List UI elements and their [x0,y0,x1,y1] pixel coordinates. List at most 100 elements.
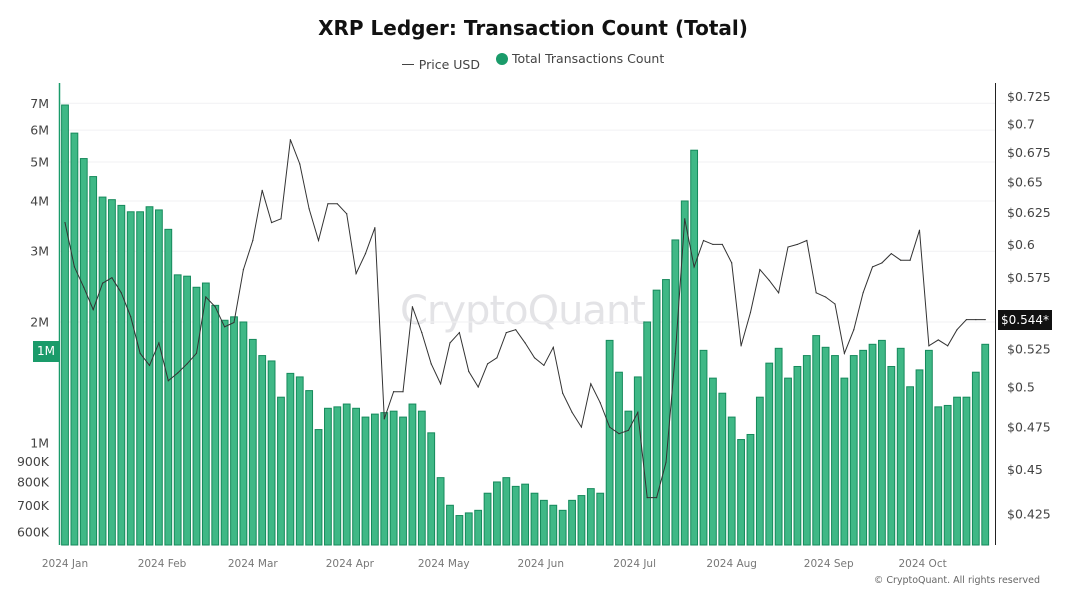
transaction-bar[interactable] [943,404,952,546]
transaction-bar[interactable] [286,372,295,546]
transaction-bar[interactable] [502,477,511,546]
transaction-bar[interactable] [136,211,145,546]
transaction-bar[interactable] [652,289,661,546]
transaction-bar[interactable] [361,416,370,546]
transaction-bar[interactable] [737,439,745,546]
transaction-bar[interactable] [277,396,285,546]
transaction-bar[interactable] [446,504,454,546]
transaction-bar[interactable] [70,132,79,546]
transaction-bar[interactable] [464,512,473,546]
transaction-bar[interactable] [765,362,774,546]
transaction-bar[interactable] [352,407,360,546]
transaction-bar[interactable] [436,477,445,546]
transaction-bar[interactable] [145,206,154,546]
transaction-bar[interactable] [493,481,501,546]
transaction-bar[interactable] [173,274,182,546]
transaction-bar[interactable] [915,369,924,546]
transaction-bar[interactable] [427,432,436,546]
transaction-bar[interactable] [342,403,351,546]
transaction-bar[interactable] [709,377,717,546]
transaction-bar[interactable] [680,200,689,546]
transaction-bar[interactable] [117,204,126,546]
transaction-bar[interactable] [108,199,116,546]
transaction-bar[interactable] [821,346,830,546]
transaction-bar[interactable] [868,343,877,546]
transaction-bar[interactable] [79,158,88,546]
transaction-bar[interactable] [878,339,886,546]
transaction-bar[interactable] [934,406,943,546]
transaction-bar[interactable] [633,376,642,546]
transaction-bar[interactable] [549,504,558,546]
transaction-bar[interactable] [558,509,567,546]
transaction-bar[interactable] [183,275,191,546]
transaction-bar[interactable] [511,485,520,546]
transaction-bar[interactable] [248,338,257,546]
transaction-bar[interactable] [305,390,314,546]
transaction-bar[interactable] [718,392,727,546]
transaction-bar[interactable] [774,347,783,546]
transaction-bar[interactable] [530,492,539,546]
transaction-bar[interactable] [474,509,483,546]
transaction-bar[interactable] [98,196,107,546]
transaction-bar[interactable] [258,355,267,546]
transaction-bar[interactable] [230,316,238,546]
transaction-bar[interactable] [295,376,304,546]
transaction-bar[interactable] [577,495,586,546]
transaction-bar[interactable] [521,483,530,546]
transaction-bar[interactable] [333,406,342,546]
transaction-bar[interactable] [887,365,896,546]
transaction-bar[interactable] [586,488,595,546]
transaction-bar[interactable] [314,429,323,546]
transaction-bar[interactable] [971,371,980,546]
transaction-bar[interactable] [981,343,990,546]
transaction-bar[interactable] [859,349,868,546]
transaction-bar[interactable] [727,416,736,546]
transaction-bar[interactable] [483,492,492,546]
transaction-bar[interactable] [324,407,332,546]
transaction-bar[interactable] [267,360,276,546]
transaction-bar[interactable] [671,239,680,546]
transaction-bar[interactable] [840,377,849,546]
transaction-bar[interactable] [596,492,605,546]
transaction-bar[interactable] [962,396,971,546]
transaction-bar[interactable] [408,403,417,546]
transaction-bar[interactable] [802,355,811,546]
transaction-bar[interactable] [164,228,173,546]
transaction-bar[interactable] [849,355,858,546]
transaction-bar[interactable] [793,365,802,546]
transaction-bar[interactable] [906,386,915,546]
transaction-bar[interactable] [924,349,933,546]
transaction-bar[interactable] [61,104,69,546]
transaction-bar[interactable] [568,499,576,546]
transaction-bar[interactable] [624,410,633,546]
transaction-bar[interactable] [690,149,699,546]
transaction-bar[interactable] [192,286,201,546]
transaction-bar[interactable] [239,321,248,546]
transaction-bar[interactable] [417,410,426,546]
legend-item-price[interactable]: Price USD [401,57,480,72]
transaction-bar[interactable] [126,211,135,546]
transaction-bar[interactable] [211,304,220,546]
transaction-bar[interactable] [380,412,389,546]
transaction-bar[interactable] [746,433,755,546]
transaction-bar[interactable] [953,396,961,546]
transaction-bar[interactable] [812,335,821,546]
legend-item-transactions[interactable]: Total Transactions Count [495,51,664,66]
transaction-bar[interactable] [784,377,792,546]
transaction-bar[interactable] [455,515,464,546]
transaction-bar[interactable] [201,282,210,546]
transaction-bar[interactable] [89,176,98,546]
transaction-bar[interactable] [831,355,839,546]
transaction-bar[interactable] [896,347,905,546]
transaction-bar[interactable] [755,396,764,546]
transaction-bar[interactable] [615,371,623,546]
transaction-bar[interactable] [539,499,548,546]
transaction-bar[interactable] [643,321,652,546]
transaction-bar[interactable] [399,416,407,546]
transaction-bar[interactable] [370,413,379,546]
transaction-bar[interactable] [605,339,614,546]
transaction-bar[interactable] [699,349,708,546]
transaction-bar[interactable] [220,319,229,546]
transaction-bar[interactable] [662,279,670,546]
transaction-bar[interactable] [389,410,398,546]
